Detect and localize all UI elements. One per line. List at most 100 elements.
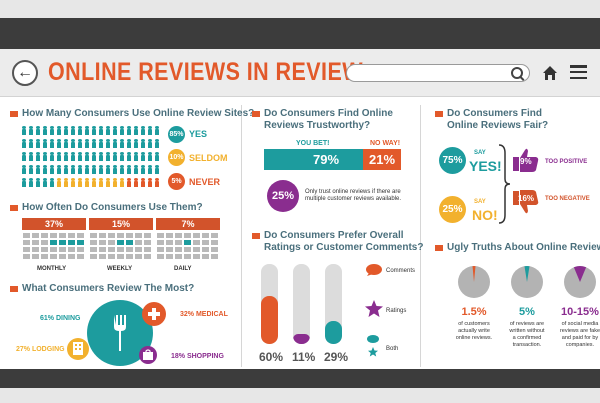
calendar-day xyxy=(77,254,84,259)
person-icon xyxy=(22,126,26,135)
person-icon xyxy=(64,152,68,161)
person-icon xyxy=(50,178,54,187)
truth-pie-slice xyxy=(524,266,530,282)
person-icon xyxy=(148,165,152,174)
truth-text-2: of reviews are written without a confirmed… xyxy=(509,321,545,348)
calendar-day xyxy=(68,233,75,238)
person-icon xyxy=(43,139,47,148)
home-icon[interactable] xyxy=(542,65,558,81)
column-divider xyxy=(241,105,242,367)
truth-pie-1 xyxy=(458,266,490,298)
bar-comments-pct: 60% xyxy=(259,350,284,364)
page-title: ONLINE REVIEWS IN REVIEW xyxy=(48,58,363,86)
person-icon xyxy=(57,139,61,148)
person-icon xyxy=(29,178,33,187)
fair-neg-label: TOO NEGATIVE xyxy=(545,196,590,202)
calendar-day xyxy=(193,247,200,252)
person-icon xyxy=(141,139,145,148)
bar-both-fill xyxy=(325,321,342,344)
person-icon xyxy=(148,178,152,187)
weekly-label: WEEKLY xyxy=(107,266,133,272)
person-icon xyxy=(64,126,68,135)
person-icon xyxy=(127,126,131,135)
calendar-day xyxy=(175,233,182,238)
person-icon xyxy=(106,126,110,135)
calendar-day xyxy=(144,240,151,245)
comment-bubble-icon xyxy=(366,264,382,276)
calendar-day xyxy=(117,233,124,238)
brace-icon xyxy=(498,144,511,224)
bar-ratings-pct: 11% xyxy=(292,350,316,364)
calendar-day xyxy=(50,233,57,238)
person-icon xyxy=(155,126,159,135)
person-icon xyxy=(127,139,131,148)
trust-title-l1: Do Consumers Find Online xyxy=(264,108,393,119)
calendar-day xyxy=(175,254,182,259)
person-icon xyxy=(99,165,103,174)
person-icon xyxy=(120,152,124,161)
person-icon xyxy=(134,178,138,187)
calendar-day xyxy=(117,247,124,252)
yes-circle: 85% xyxy=(168,126,185,143)
search-icon[interactable] xyxy=(511,67,523,79)
person-icon xyxy=(148,126,152,135)
calendar-day xyxy=(166,254,173,259)
calendar-day xyxy=(144,247,151,252)
person-icon xyxy=(134,152,138,161)
never-label: NEVER xyxy=(189,177,221,187)
daily-label: DAILY xyxy=(174,266,192,272)
person-icon xyxy=(43,165,47,174)
calendar-day xyxy=(90,240,97,245)
person-icon xyxy=(99,126,103,135)
person-icon xyxy=(22,165,26,174)
person-icon xyxy=(78,152,82,161)
person-icon xyxy=(113,178,117,187)
column-divider xyxy=(420,105,421,367)
search-input[interactable] xyxy=(346,64,530,82)
calendar-day xyxy=(41,233,48,238)
person-icon xyxy=(155,178,159,187)
fair-yes-circle: 75% xyxy=(439,147,466,174)
calendar-day xyxy=(99,254,106,259)
person-icon xyxy=(43,126,47,135)
bar-ratings-fill xyxy=(293,334,310,344)
back-arrow-icon[interactable]: ← xyxy=(12,60,38,86)
calendar-weekly-pct: 15% xyxy=(89,218,153,230)
calendar-day xyxy=(50,247,57,252)
calendar-day xyxy=(68,247,75,252)
shopping-label: 18% SHOPPING xyxy=(171,353,224,360)
person-icon xyxy=(50,139,54,148)
person-icon xyxy=(92,178,96,187)
truth-pct-2: 5% xyxy=(519,306,535,318)
person-icon xyxy=(71,178,75,187)
calendar-day xyxy=(50,254,57,259)
person-icon xyxy=(141,152,145,161)
bottom-band xyxy=(0,388,600,403)
person-icon xyxy=(99,152,103,161)
person-icon xyxy=(141,165,145,174)
person-icon xyxy=(92,126,96,135)
person-icon xyxy=(92,152,96,161)
person-icon xyxy=(29,126,33,135)
fair-pos-label: TOO POSITIVE xyxy=(545,159,588,165)
person-icon xyxy=(57,152,61,161)
person-icon xyxy=(71,126,75,135)
monthly-label: MONTHLY xyxy=(37,266,67,272)
person-icon xyxy=(64,178,68,187)
bar-comments-fill xyxy=(261,296,278,344)
calendar-day xyxy=(211,233,218,238)
building-icon xyxy=(73,342,83,355)
hamburger-menu-icon[interactable] xyxy=(570,65,587,80)
section-title-fair: Do Consumers Find Online Reviews Fair? xyxy=(434,108,548,132)
truth-pie-slice xyxy=(472,266,476,282)
calendar-day xyxy=(193,254,200,259)
calendar-day xyxy=(59,240,66,245)
person-icon xyxy=(134,139,138,148)
person-icon xyxy=(113,165,117,174)
person-icon xyxy=(92,165,96,174)
prefer-title-l2: Ratings or Customer Comments? xyxy=(264,242,424,253)
person-icon xyxy=(22,152,26,161)
calendar-day xyxy=(202,233,209,238)
thumbs-down-icon xyxy=(513,190,539,214)
truth-pct-3: 10-15% xyxy=(561,306,599,318)
